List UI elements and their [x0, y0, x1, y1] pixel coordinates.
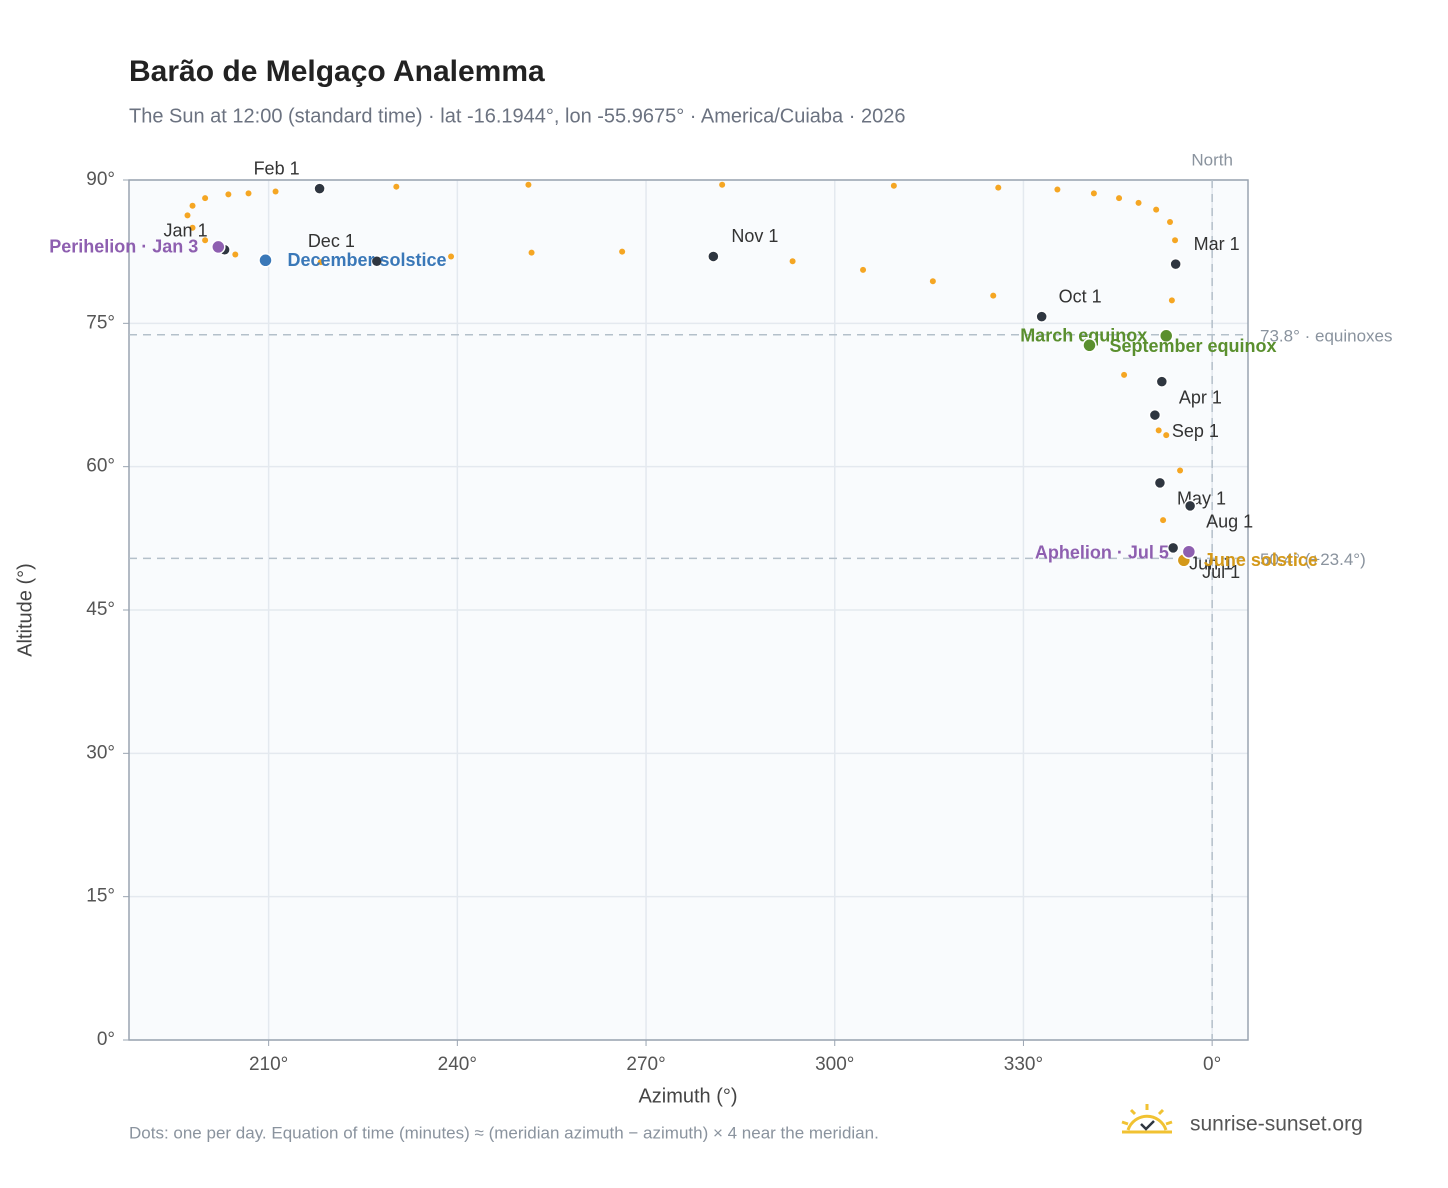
- daily-dot: [202, 195, 209, 202]
- daily-dot: [448, 253, 455, 260]
- month-label: Apr 1: [1179, 387, 1222, 407]
- event-label: Aphelion · Jul 5: [1035, 542, 1169, 562]
- daily-dot: [719, 181, 726, 188]
- daily-dot: [1054, 186, 1061, 193]
- event-label: Perihelion · Jan 3: [49, 237, 198, 257]
- x-tick-label: 300°: [815, 1054, 854, 1075]
- month-point: [1166, 541, 1180, 555]
- daily-dot: [1153, 206, 1160, 213]
- y-tick-label: 30°: [86, 742, 115, 763]
- reference-label: 50.4° (+23.4°): [1260, 550, 1366, 569]
- month-label: Mar 1: [1194, 234, 1240, 254]
- daily-dot: [860, 266, 867, 273]
- brand-name: sunrise-sunset.org: [1190, 1113, 1363, 1136]
- daily-dot: [1172, 237, 1179, 244]
- daily-dot: [1167, 219, 1174, 226]
- chart-title: Barão de Melgaço Analemma: [129, 55, 545, 88]
- daily-dot: [184, 212, 191, 219]
- month-label: Jan 1: [164, 221, 208, 241]
- event-label: December solstice: [287, 250, 446, 270]
- daily-dot: [995, 184, 1002, 191]
- daily-dot: [890, 182, 897, 189]
- daily-dot: [528, 249, 535, 256]
- month-point: [1153, 476, 1167, 490]
- event-point: [1158, 328, 1174, 344]
- daily-dot: [225, 191, 232, 198]
- daily-dot: [1160, 517, 1167, 524]
- reference-label: North: [1191, 150, 1233, 169]
- x-tick-label: 270°: [626, 1054, 665, 1075]
- daily-dot: [1177, 467, 1184, 474]
- plot-border: [128, 179, 1249, 1041]
- daily-dot: [1121, 371, 1128, 378]
- x-tick-label: 0°: [1203, 1054, 1221, 1075]
- daily-dot: [232, 251, 239, 258]
- y-axis-title: Altitude (°): [14, 563, 36, 657]
- month-label: Feb 1: [254, 158, 300, 178]
- month-label: Jun 1: [1189, 554, 1233, 574]
- month-label: Dec 1: [308, 231, 355, 251]
- y-tick-label: 0°: [97, 1029, 115, 1050]
- daily-dot: [1168, 297, 1175, 304]
- month-point: [1183, 499, 1197, 513]
- event-point: [211, 239, 226, 255]
- y-tick-label: 60°: [86, 456, 115, 477]
- daily-dot: [1163, 432, 1170, 439]
- chart-subtitle: The Sun at 12:00 (standard time) · lat -…: [129, 105, 905, 127]
- month-label: Sep 1: [1172, 421, 1219, 441]
- event-label: September equinox: [1109, 336, 1276, 356]
- x-tick-label: 330°: [1004, 1054, 1043, 1075]
- month-point: [1035, 310, 1048, 323]
- daily-dot: [317, 259, 324, 266]
- daily-dot: [1116, 195, 1123, 202]
- y-tick-label: 45°: [86, 599, 115, 620]
- month-point: [313, 182, 326, 195]
- daily-dot: [245, 190, 252, 197]
- daily-dot: [393, 183, 400, 190]
- daily-dot: [1135, 199, 1142, 206]
- daily-dot: [189, 224, 196, 231]
- daily-dot: [202, 237, 209, 244]
- brand-logo: [1121, 1104, 1173, 1134]
- daily-dot: [272, 188, 279, 195]
- daily-dot: [189, 202, 196, 209]
- month-point: [370, 254, 384, 268]
- event-point: [1181, 544, 1197, 559]
- x-tick-label: 210°: [249, 1054, 288, 1075]
- daily-dot: [789, 258, 796, 265]
- month-point: [1155, 375, 1169, 388]
- y-tick-label: 15°: [86, 886, 115, 907]
- y-tick-label: 90°: [86, 169, 115, 190]
- month-label: Nov 1: [731, 226, 778, 246]
- daily-dot: [619, 248, 626, 255]
- event-point: [258, 253, 273, 268]
- month-point: [1148, 408, 1162, 422]
- x-axis-title: Azimuth (°): [638, 1085, 737, 1107]
- event-label: June solstice: [1204, 550, 1318, 570]
- daily-dot: [525, 181, 532, 188]
- footnote: Dots: one per day. Equation of time (min…: [129, 1123, 879, 1142]
- month-point: [1169, 257, 1182, 271]
- event-label: March equinox: [1020, 326, 1147, 346]
- reference-label: 73.8° · equinoxes: [1260, 326, 1393, 345]
- month-label: Aug 1: [1206, 512, 1253, 532]
- x-tick-label: 240°: [438, 1054, 477, 1075]
- daily-dot: [929, 278, 936, 285]
- daily-dot: [990, 292, 997, 299]
- y-tick-label: 75°: [86, 312, 115, 333]
- month-label: Jul 1: [1202, 562, 1240, 582]
- event-point: [1082, 338, 1097, 353]
- month-label: Oct 1: [1059, 286, 1102, 306]
- month-point: [707, 250, 720, 263]
- daily-dot: [1155, 427, 1162, 434]
- daily-dot: [1090, 190, 1097, 197]
